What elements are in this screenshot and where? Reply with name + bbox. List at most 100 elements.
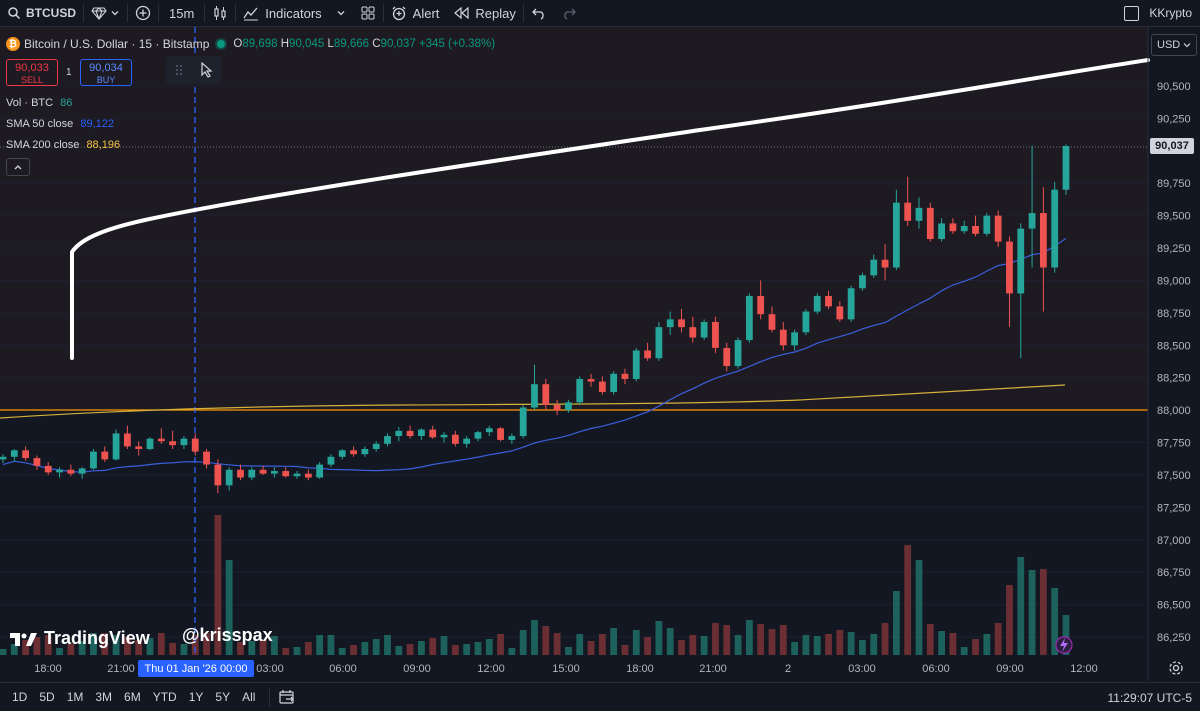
interval-label: 15m <box>169 5 195 21</box>
volume-bar <box>632 630 640 655</box>
candle-body <box>519 407 527 437</box>
replay-icon <box>454 6 470 20</box>
time-tick-label: 15:00 <box>552 663 580 675</box>
spread-value: 1 <box>66 67 72 78</box>
redo-button[interactable] <box>554 0 584 26</box>
range-button-6m[interactable]: 6M <box>124 690 141 704</box>
range-button-3m[interactable]: 3M <box>95 690 113 704</box>
cursor-arrow-icon[interactable] <box>200 62 214 78</box>
chart-type-button[interactable] <box>205 0 235 26</box>
volume-bar <box>101 633 109 655</box>
volume-bar <box>1039 569 1047 655</box>
layout-checkbox[interactable] <box>1124 5 1140 21</box>
candle-body <box>395 430 403 437</box>
indicators-label: Indicators <box>265 5 322 21</box>
candle-body <box>960 226 968 232</box>
legend-title[interactable]: Bitcoin / U.S. Dollar · 15 · Bitstamp <box>24 37 210 51</box>
user-name[interactable]: KKrypto <box>1149 6 1192 20</box>
volume-legend[interactable]: Vol · BTC 86 <box>6 97 72 109</box>
volume-bar <box>191 635 199 655</box>
volume-bar <box>870 634 878 655</box>
indicators-button[interactable]: Indicators <box>236 0 328 26</box>
time-tick-label: 21:00 <box>699 663 727 675</box>
redo-icon <box>564 8 576 20</box>
range-button-1y[interactable]: 1Y <box>188 690 204 704</box>
alert-button[interactable]: Alert <box>384 0 447 26</box>
candle-body <box>610 373 618 392</box>
price-tick-label: 87,000 <box>1157 535 1191 547</box>
volume-bar <box>406 644 414 655</box>
range-button-ytd[interactable]: YTD <box>152 690 177 704</box>
candle-body <box>304 473 312 478</box>
sma200-legend[interactable]: SMA 200 close 88,196 <box>6 139 120 151</box>
price-tick-label: 89,750 <box>1157 178 1191 190</box>
symbol-legend: ₿ Bitcoin / U.S. Dollar · 15 · Bitstamp … <box>6 37 495 51</box>
candle-body <box>836 306 844 320</box>
change-value: +345 (+0.38%) <box>418 38 496 50</box>
candle-body <box>576 379 584 403</box>
sma50-legend[interactable]: SMA 50 close 89,122 <box>6 118 114 130</box>
sell-button[interactable]: 90,033 SELL <box>6 59 58 86</box>
author-watermark: @krisspax <box>182 625 273 645</box>
drag-handle-icon[interactable] <box>175 63 183 77</box>
price-chart[interactable]: 90,500 90,250 89,750 89,500 89,250 89,000 88,7… <box>0 27 1200 681</box>
candle-body <box>734 340 742 367</box>
chart-pane[interactable]: 90,500 90,250 89,750 89,500 89,250 89,000 88,7… <box>0 27 1200 681</box>
price-tick-label: 89,250 <box>1157 243 1191 255</box>
indicator-templates-button[interactable] <box>329 0 353 26</box>
volume-bar <box>56 648 63 655</box>
range-button-5y[interactable]: 5Y <box>215 690 231 704</box>
candle-body <box>44 465 52 473</box>
gear-icon[interactable] <box>1168 660 1184 676</box>
candle-body <box>531 384 538 408</box>
candle-body <box>101 451 109 460</box>
candle-body <box>214 464 222 486</box>
candle-body <box>779 329 787 346</box>
currency-selector[interactable]: USD <box>1151 34 1197 56</box>
compare-button[interactable] <box>128 0 158 26</box>
layouts-button[interactable] <box>353 0 383 26</box>
range-button-5d[interactable]: 5D <box>39 690 55 704</box>
replay-button[interactable]: Replay <box>446 0 522 26</box>
time-tick-label: 09:00 <box>403 663 431 675</box>
drawn-trend-arc[interactable] <box>70 58 1150 360</box>
collapse-legend-button[interactable] <box>6 158 30 176</box>
candle-body <box>565 402 572 411</box>
buy-button[interactable]: 90,034 BUY <box>80 59 132 86</box>
goto-date-icon[interactable] <box>278 689 296 705</box>
undo-button[interactable] <box>524 0 554 26</box>
utc-clock[interactable]: 11:29:07 UTC-5 <box>1107 691 1193 705</box>
lightning-icon[interactable] <box>1054 635 1074 655</box>
candle-body <box>689 327 697 338</box>
candle-body <box>587 379 595 382</box>
range-button-all[interactable]: All <box>242 690 256 704</box>
candle-body <box>135 446 143 450</box>
time-tick-label: 06:00 <box>922 663 950 675</box>
high-value: 90,045 <box>289 38 325 50</box>
candle-body <box>621 373 629 380</box>
candle-body <box>1006 241 1013 294</box>
volume-bar <box>327 635 335 655</box>
candle-body <box>972 226 979 234</box>
candle-body <box>0 456 7 460</box>
last-price-label: 90,037 <box>1150 138 1194 154</box>
range-button-1d[interactable]: 1D <box>12 690 28 704</box>
candle-body <box>56 469 63 473</box>
price-axis-ticks: 90,500 90,250 89,750 89,500 89,250 89,000 88,7… <box>1157 81 1191 644</box>
volume-bar <box>565 647 572 655</box>
volume-bar <box>1051 588 1059 655</box>
low-label: L <box>327 38 334 50</box>
volume-value: 86 <box>60 97 73 109</box>
price-tick-label: 89,000 <box>1157 275 1191 287</box>
interval-button[interactable]: 15m <box>159 0 204 26</box>
time-tick-label: 03:00 <box>256 663 284 675</box>
volume-bar <box>757 624 765 655</box>
candle-body <box>881 259 889 268</box>
premium-menu[interactable] <box>84 0 127 26</box>
volume-bar <box>474 642 482 655</box>
symbol-search[interactable]: BTCUSD <box>0 0 83 26</box>
candle-body <box>78 468 86 474</box>
range-button-1m[interactable]: 1M <box>66 690 84 704</box>
volume-bar <box>700 636 708 655</box>
tradingview-logo[interactable]: TradingView <box>10 628 150 649</box>
